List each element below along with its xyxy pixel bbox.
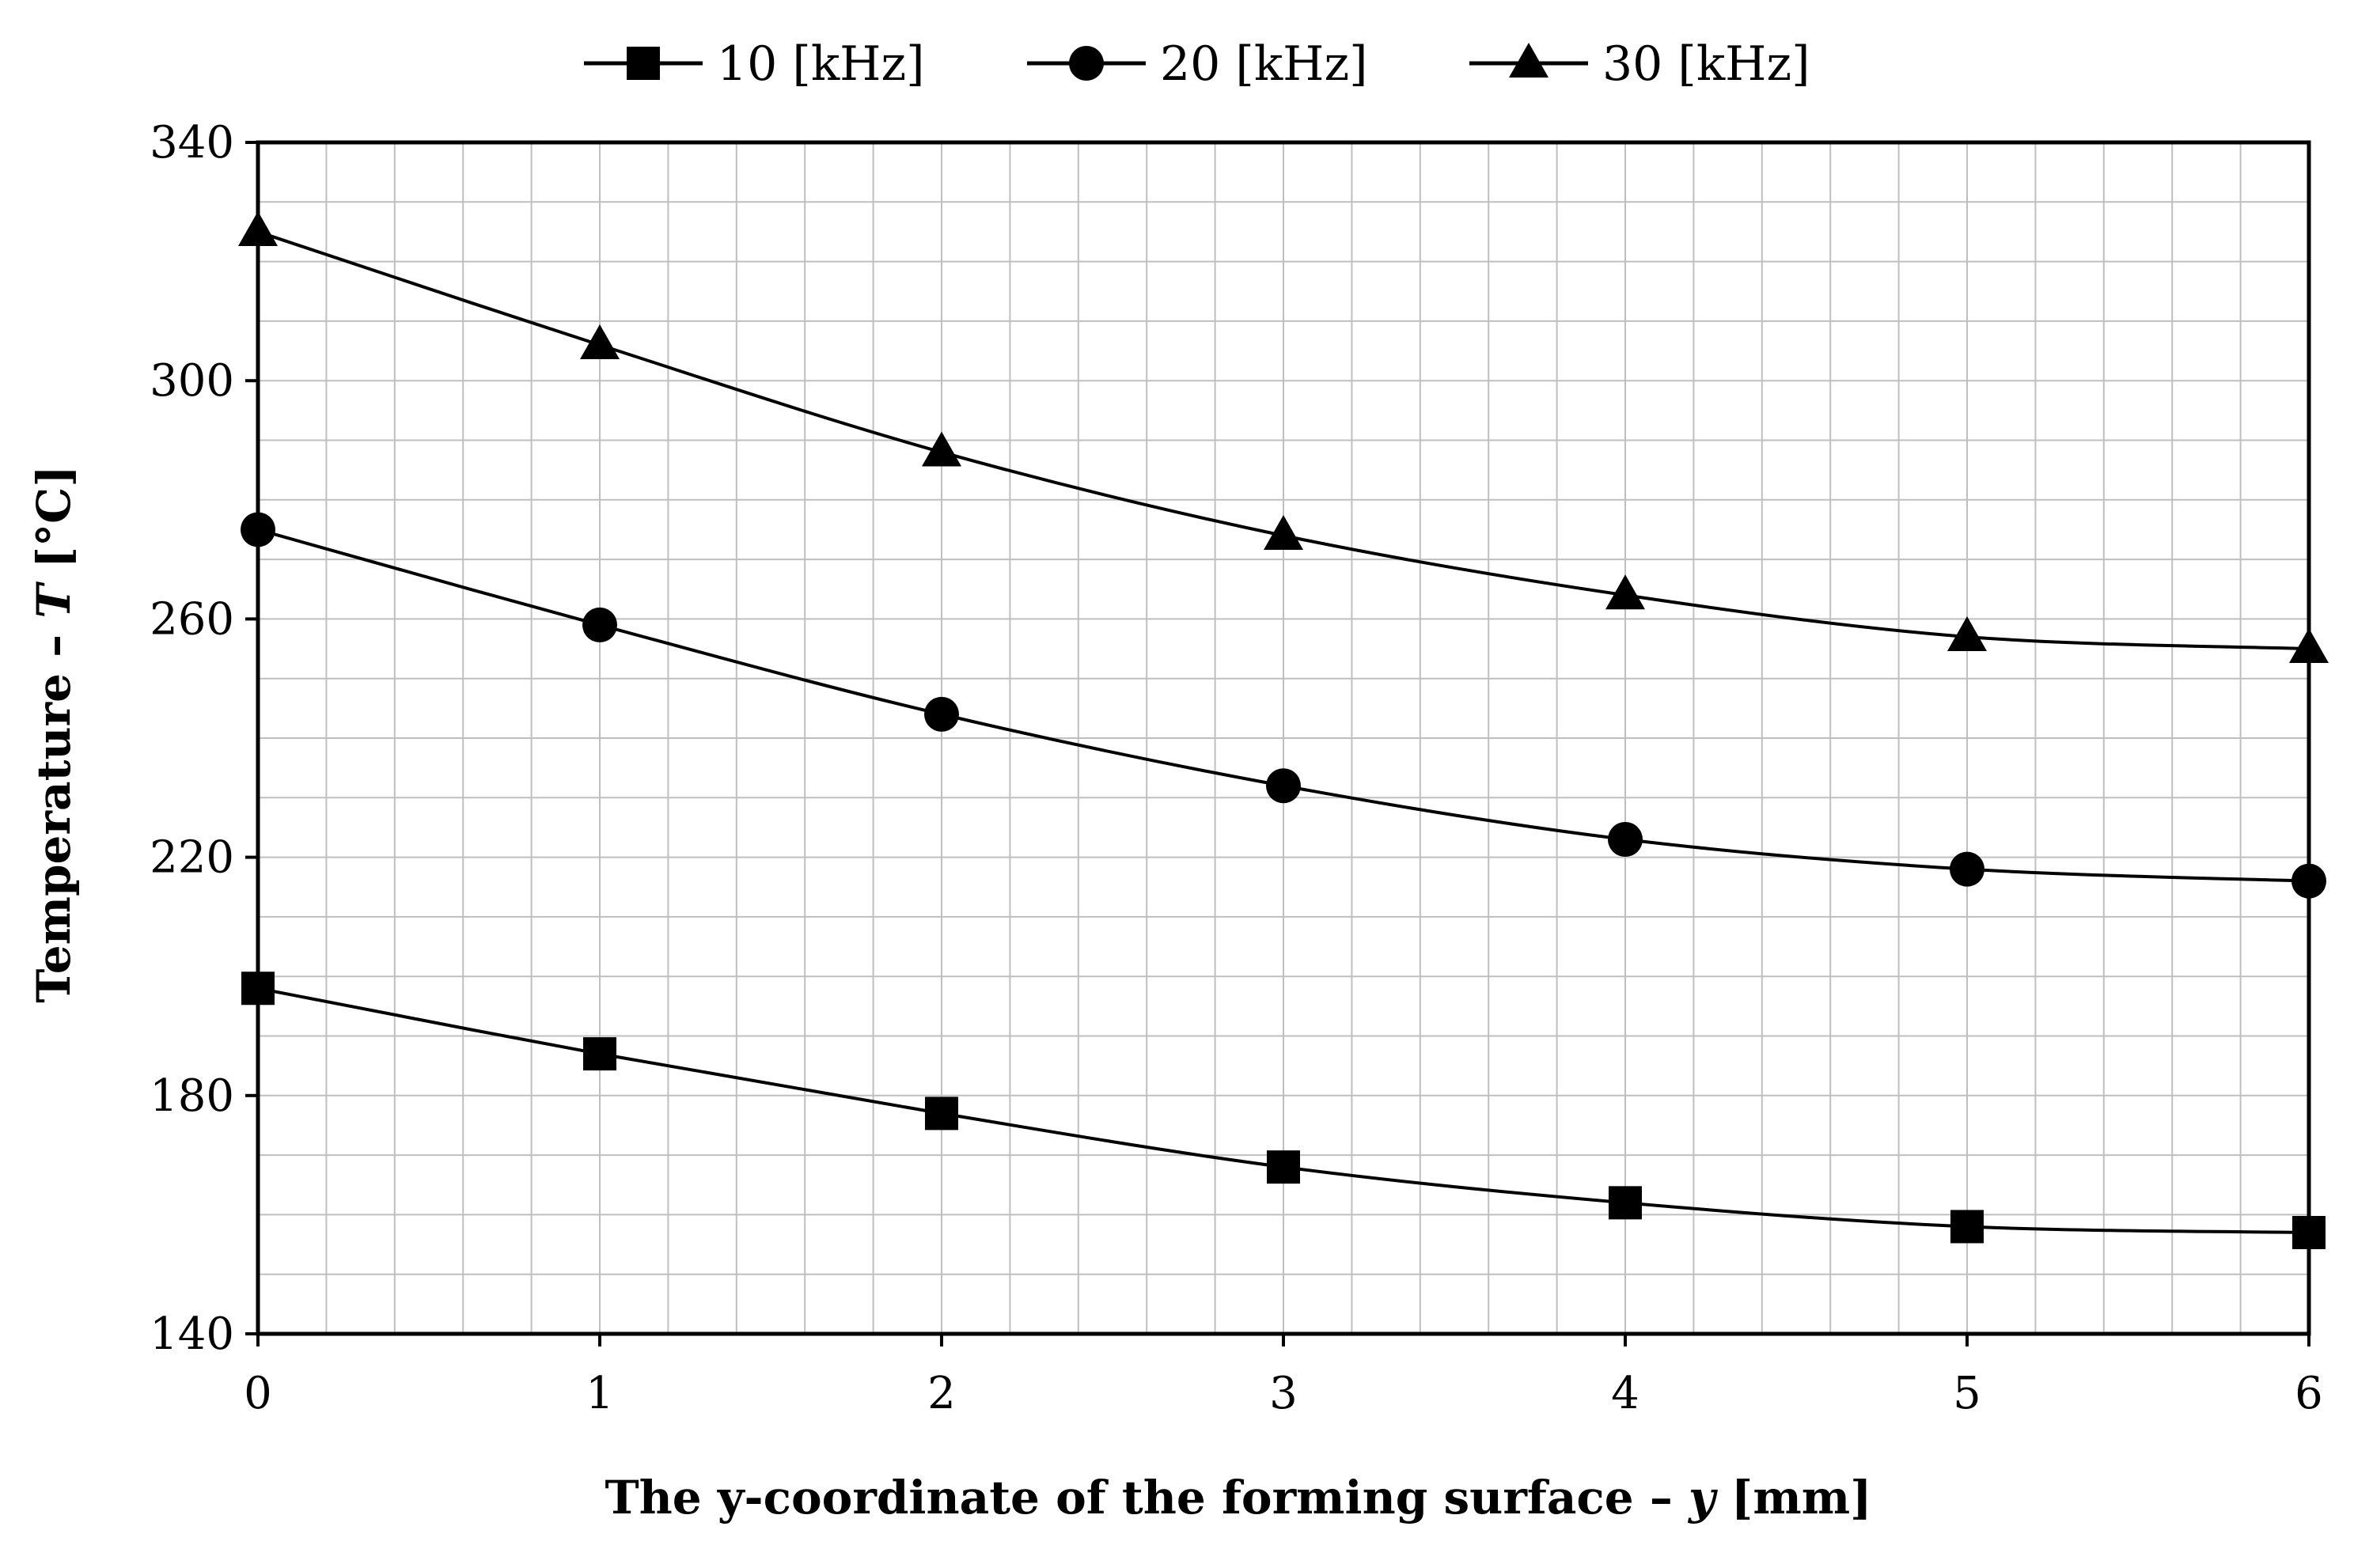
y-tick-label: 220 <box>150 832 234 884</box>
y-tick-label: 260 <box>150 593 234 645</box>
series-circle <box>241 512 2326 899</box>
data-point <box>1605 574 1645 610</box>
tick-labels: 0 1 2 3 4 5 6 140 180 220 260 300 340 <box>150 117 2323 1419</box>
data-point <box>241 971 275 1006</box>
data-point <box>241 512 275 547</box>
data-point <box>1609 1186 1642 1220</box>
data-point <box>1264 514 1303 550</box>
data-series <box>238 210 2329 1249</box>
axes <box>245 140 2311 1346</box>
series-triangle <box>238 210 2329 664</box>
data-point <box>1267 1150 1300 1184</box>
y-tick-label: 300 <box>150 355 234 407</box>
legend-item: 30 [kHz] <box>1469 36 1810 92</box>
data-point <box>2289 628 2329 664</box>
data-point <box>1266 768 1301 804</box>
data-point <box>2292 1215 2326 1249</box>
series-square <box>241 971 2326 1249</box>
legend-marker <box>1069 46 1104 81</box>
data-point <box>1947 615 1987 651</box>
legend-label: 20 [kHz] <box>1160 36 1368 92</box>
data-point <box>1950 1210 1984 1244</box>
legend: 10 [kHz] 20 [kHz] 30 [kHz] <box>584 36 1810 92</box>
x-tick-label: 0 <box>244 1368 272 1419</box>
legend-marker <box>1509 43 1548 78</box>
x-tick-label: 5 <box>1953 1368 1981 1419</box>
legend-label: 10 [kHz] <box>717 36 925 92</box>
x-tick-label: 1 <box>586 1368 614 1419</box>
y-tick-label: 340 <box>150 117 234 169</box>
legend-item: 10 [kHz] <box>584 36 925 92</box>
x-tick-label: 3 <box>1269 1368 1298 1419</box>
data-point <box>922 431 961 467</box>
data-point <box>1608 822 1643 858</box>
data-point <box>924 696 959 732</box>
data-point <box>583 1037 616 1071</box>
x-tick-label: 6 <box>2295 1368 2323 1419</box>
data-point <box>2291 863 2326 899</box>
x-tick-label: 4 <box>1611 1368 1639 1419</box>
data-point <box>238 210 278 246</box>
data-point <box>1950 851 1984 887</box>
y-axis-title: Temperature – T [°C] <box>27 465 81 1003</box>
x-axis-title: The y-coordinate of the forming surface … <box>605 1471 1871 1524</box>
legend-item: 20 [kHz] <box>1027 36 1368 92</box>
x-tick-label: 2 <box>927 1368 956 1419</box>
data-point <box>580 324 620 360</box>
y-tick-label: 180 <box>150 1070 234 1122</box>
legend-marker <box>627 47 660 80</box>
data-point <box>582 607 617 642</box>
y-tick-label: 140 <box>150 1309 234 1360</box>
legend-label: 30 [kHz] <box>1602 36 1810 92</box>
data-point <box>925 1096 958 1131</box>
